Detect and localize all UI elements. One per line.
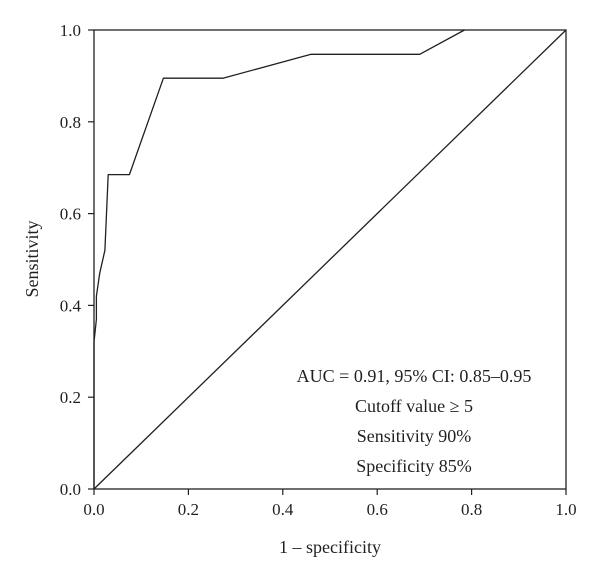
x-tick-label: 0.4	[272, 500, 294, 519]
x-tick-label: 0.2	[178, 500, 199, 519]
x-axis: 0.0 0.2 0.4 0.6 0.8 1.0	[83, 489, 577, 519]
plot-frame	[93, 29, 567, 490]
x-tick-label: 0.0	[83, 500, 104, 519]
x-tick-label: 1.0	[555, 500, 576, 519]
y-tick-label: 0.0	[60, 480, 81, 499]
annotation-sensitivity: Sensitivity 90%	[357, 426, 472, 446]
y-axis: 0.0 0.2 0.4 0.6 0.8 1.0	[60, 21, 94, 499]
x-tick-label: 0.8	[461, 500, 482, 519]
series-layer	[93, 29, 567, 490]
y-tick-label: 0.6	[60, 205, 81, 224]
reference-diagonal-line	[93, 29, 567, 490]
y-axis-title: Sensitivity	[22, 220, 42, 297]
y-tick-label: 0.4	[60, 296, 82, 315]
annotation-auc: AUC = 0.91, 95% CI: 0.85–0.95	[297, 366, 532, 386]
annotation-specificity: Specificity 85%	[356, 456, 471, 476]
annotation-cutoff: Cutoff value ≥ 5	[355, 396, 473, 416]
y-tick-label: 0.2	[60, 388, 81, 407]
x-axis-title: 1 – specificity	[279, 537, 381, 557]
x-tick-label: 0.6	[367, 500, 388, 519]
roc-curve-line	[93, 29, 465, 489]
y-tick-label: 1.0	[60, 21, 81, 40]
y-tick-label: 0.8	[60, 113, 81, 132]
